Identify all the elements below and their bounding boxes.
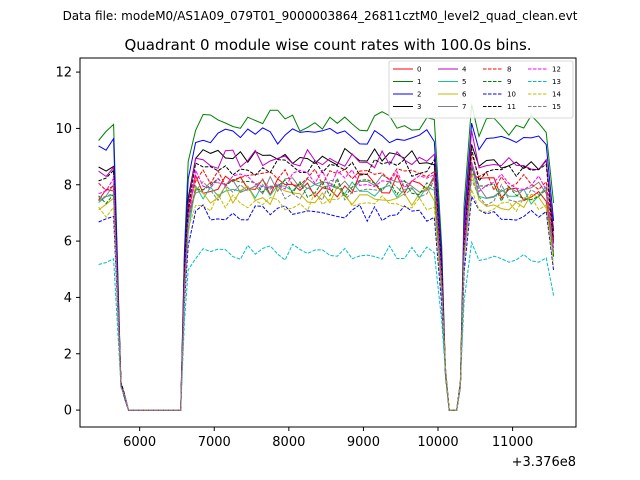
legend-label-12: 12 [552,66,561,74]
legend-label-10: 10 [507,91,516,99]
plot-frame [79,57,577,428]
series-line-7 [98,161,555,411]
series-line-9 [98,167,555,411]
y-tick-label: 0 [64,404,72,419]
chart-suptitle: Data file: modeM0/AS1A09_079T01_90000038… [63,9,578,23]
legend-label-4: 4 [462,66,467,74]
y-tick-label: 12 [55,66,72,81]
x-tick-label: 10000 [417,435,458,450]
legend-label-2: 2 [417,91,421,99]
series-line-10 [98,194,555,411]
x-tick-label: 6000 [123,435,156,450]
x-tick-label: 8000 [272,435,305,450]
series-line-15 [98,178,555,411]
y-tick-label: 6 [64,235,72,250]
x-axis: 6000 7000 8000 9000 10000 11000 [123,427,533,450]
legend-label-11: 11 [507,103,516,111]
legend-label-5: 5 [462,78,466,86]
series-line-8 [98,153,555,411]
x-tick-label: 11000 [492,435,533,450]
y-tick-label: 4 [64,291,72,306]
x-tick-label: 9000 [347,435,380,450]
legend-label-15: 15 [552,103,561,111]
y-axis: 0 2 4 6 8 10 12 [55,66,80,419]
series-line-6 [98,172,555,411]
legend-label-6: 6 [462,91,467,99]
y-tick-label: 2 [64,347,72,362]
legend-label-8: 8 [507,66,511,74]
y-tick-label: 10 [55,122,72,137]
series-line-1 [98,104,555,411]
y-tick-label: 8 [64,178,72,193]
x-tick-label: 7000 [198,435,231,450]
legend-label-14: 14 [552,91,561,99]
series-line-0 [98,172,555,411]
legend-label-3: 3 [417,103,421,111]
series-line-14 [98,189,555,411]
legend-label-13: 13 [552,78,561,86]
series-layer [98,104,555,411]
legend-box [388,60,574,119]
legend-label-9: 9 [507,78,511,86]
legend-label-0: 0 [417,66,421,74]
series-line-11 [98,148,555,411]
series-line-3 [98,144,555,411]
series-line-4 [98,130,555,411]
series-line-12 [98,162,555,411]
legend-label-7: 7 [462,103,466,111]
x-offset-label: +3.376e8 [512,455,576,470]
legend-label-1: 1 [417,78,421,86]
chart-title: Quadrant 0 module wise count rates with … [124,36,531,54]
series-line-13 [98,240,555,411]
